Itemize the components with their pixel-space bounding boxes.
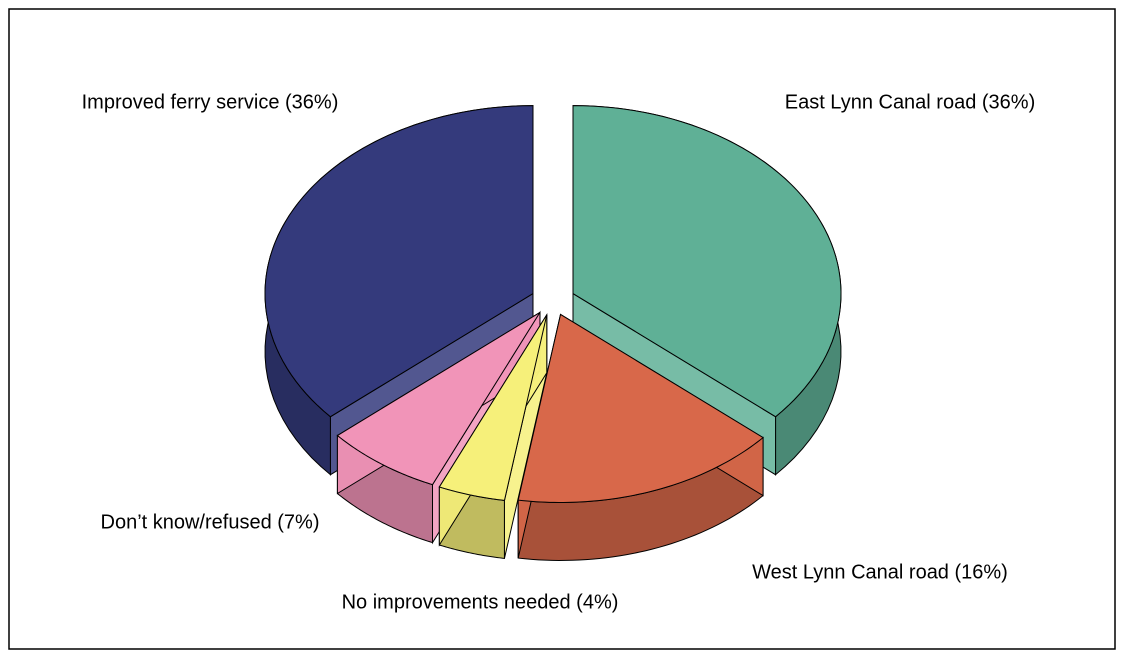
slice	[264, 105, 534, 418]
slice	[438, 314, 548, 501]
slice	[517, 313, 764, 503]
slice-label: No improvements needed (4%)	[342, 591, 619, 613]
slice-label: West Lynn Canal road (16%)	[752, 561, 1008, 583]
slice-label: East Lynn Canal road (36%)	[785, 91, 1036, 113]
slice-label: Don’t know/refused (7%)	[101, 511, 320, 533]
slice	[336, 311, 541, 486]
slice	[572, 105, 842, 418]
slice-side-shade	[518, 437, 764, 561]
slice-label: Improved ferry service (36%)	[82, 91, 339, 113]
